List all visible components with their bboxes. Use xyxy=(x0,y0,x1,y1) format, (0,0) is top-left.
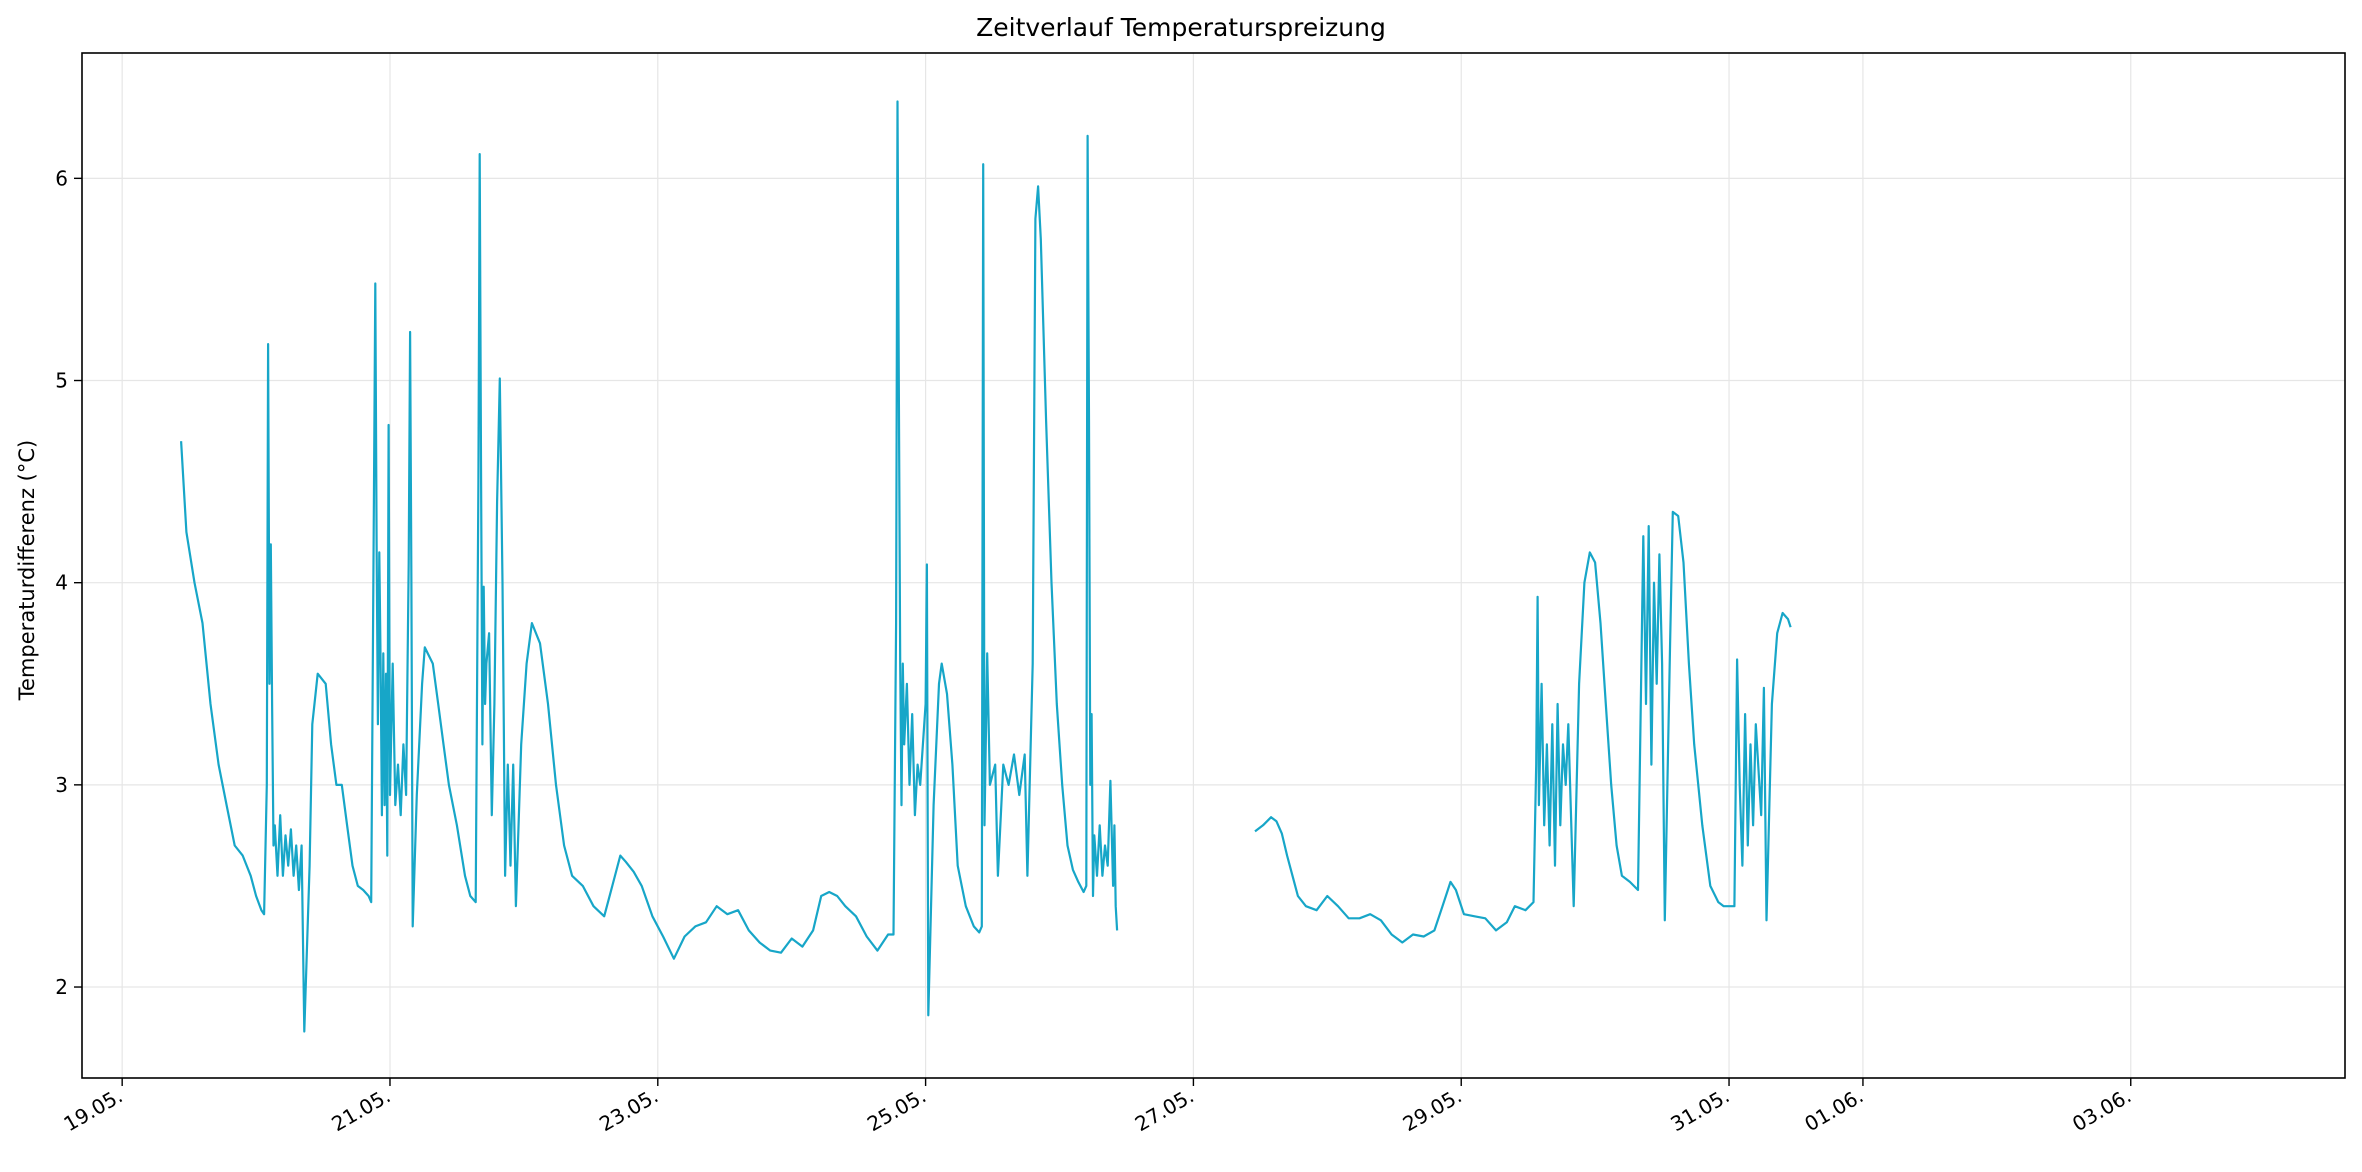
series-line xyxy=(1254,510,1792,944)
series-group xyxy=(180,100,1792,1033)
x-tick-label: 23.05. xyxy=(595,1084,662,1137)
x-tick-label: 21.05. xyxy=(327,1084,394,1137)
y-tick-label: 4 xyxy=(55,571,68,595)
x-tick-label: 31.05. xyxy=(1666,1084,1733,1137)
y-axis-label: Temperaturdifferenz (°C) xyxy=(15,440,39,701)
x-tick-label: 27.05. xyxy=(1131,1084,1198,1137)
x-tick-label: 29.05. xyxy=(1399,1084,1466,1137)
y-tick-label: 6 xyxy=(55,166,68,190)
plot-frame xyxy=(81,52,2346,1079)
chart-title: Zeitverlauf Temperaturspreizung xyxy=(976,13,1386,42)
x-tick-label: 19.05. xyxy=(60,1084,127,1137)
y-tick-label: 3 xyxy=(55,773,68,797)
x-tick-label: 25.05. xyxy=(863,1084,930,1137)
y-axis: 2 3 4 5 6 xyxy=(55,166,82,999)
x-axis: 19.05. 21.05. 23.05. 25.05. 27.05. 29.05. 31.0… xyxy=(60,1078,2135,1137)
x-tick-label: 01.06. xyxy=(1800,1084,1867,1137)
grid-lines xyxy=(82,53,2345,1078)
series-line xyxy=(180,100,1119,1033)
y-tick-label: 2 xyxy=(55,975,68,999)
y-tick-label: 5 xyxy=(55,369,68,393)
x-tick-label: 03.06. xyxy=(2068,1084,2135,1137)
